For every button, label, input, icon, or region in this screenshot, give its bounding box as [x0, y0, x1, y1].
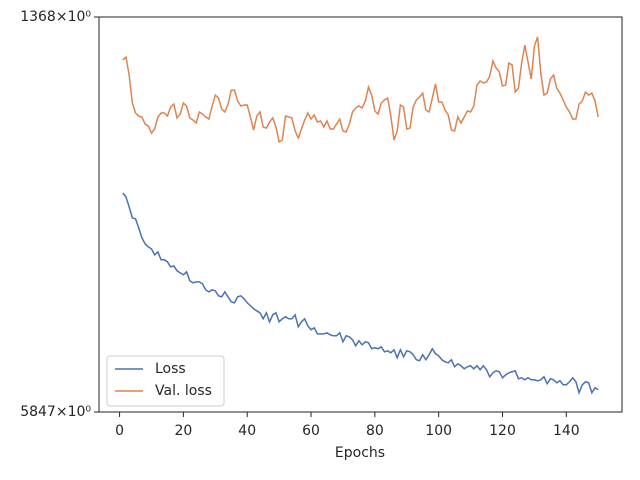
x-tick-label: 20 [174, 423, 192, 439]
y-tick-label: 5847×10⁰ [20, 404, 91, 420]
x-tick-label: 40 [238, 423, 256, 439]
x-tick-label: 80 [366, 423, 384, 439]
x-tick-label: 0 [115, 423, 124, 439]
x-tick-label: 100 [425, 423, 452, 439]
x-tick-label: 60 [302, 423, 320, 439]
legend: Loss Val. loss [106, 355, 225, 407]
axes-frame [98, 16, 623, 413]
series-line [122, 192, 599, 396]
x-axis-label: Epochs [335, 445, 385, 461]
x-tick-label: 140 [553, 423, 580, 439]
series-line [122, 36, 599, 144]
x-tick-label: 120 [489, 423, 516, 439]
legend-label: Val. loss [155, 383, 212, 399]
legend-label: Loss [155, 361, 186, 377]
y-tick-label: 1368×10⁰ [20, 9, 91, 25]
